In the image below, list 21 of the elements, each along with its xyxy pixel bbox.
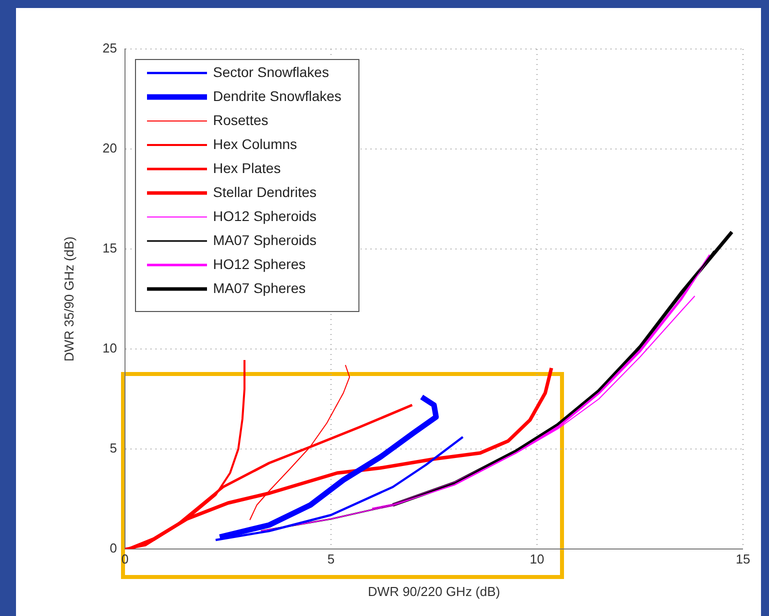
legend-label: Hex Plates xyxy=(213,160,281,176)
legend-label: Rosettes xyxy=(213,112,268,128)
x-tick-label: 10 xyxy=(530,551,544,566)
legend-label: Hex Columns xyxy=(213,136,298,152)
legend-label: HO12 Spheroids xyxy=(213,208,317,224)
x-tick-label: 5 xyxy=(327,551,335,566)
y-tick-label: 20 xyxy=(102,140,117,156)
legend-label: Stellar Dendrites xyxy=(213,184,316,200)
y-tick-label: 15 xyxy=(102,240,117,256)
x-axis-title: DWR 90/220 GHz (dB) xyxy=(368,584,500,599)
y-tick-label: 10 xyxy=(102,340,117,356)
x-tick-label: 15 xyxy=(736,551,750,566)
y-tick-label: 0 xyxy=(110,540,117,556)
legend-label: MA07 Spheres xyxy=(213,280,306,296)
y-axis-title: DWR 35/90 GHz (dB) xyxy=(61,236,76,362)
y-tick-label: 5 xyxy=(110,440,117,456)
y-tick-label: 25 xyxy=(102,40,117,56)
legend-label: MA07 Spheroids xyxy=(213,232,317,248)
legend-label: HO12 Spheres xyxy=(213,256,306,272)
legend-label: Dendrite Snowflakes xyxy=(213,88,342,104)
legend-label: Sector Snowflakes xyxy=(213,64,329,80)
